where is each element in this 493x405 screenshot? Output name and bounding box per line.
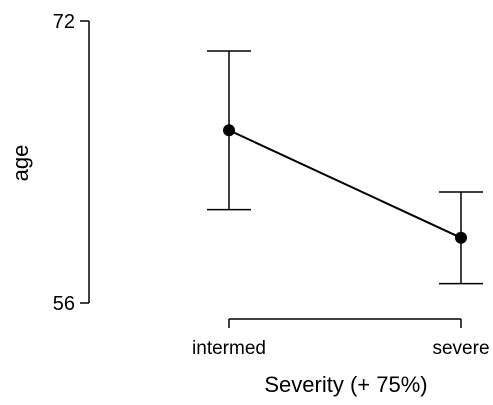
y-axis-label: age bbox=[8, 145, 33, 182]
x-tick-label: intermed bbox=[192, 338, 266, 359]
y-tick-label: 56 bbox=[53, 293, 75, 315]
plot-area bbox=[207, 50, 483, 285]
data-point bbox=[455, 231, 467, 244]
x-axis: intermed severe bbox=[192, 318, 490, 359]
data-point bbox=[223, 124, 235, 137]
series-line bbox=[228, 129, 462, 239]
y-axis: 56 72 bbox=[53, 11, 90, 315]
x-tick-label: severe bbox=[432, 338, 489, 359]
y-tick-label: 72 bbox=[53, 11, 75, 33]
x-axis-label: Severity (+ 75%) bbox=[264, 372, 427, 397]
